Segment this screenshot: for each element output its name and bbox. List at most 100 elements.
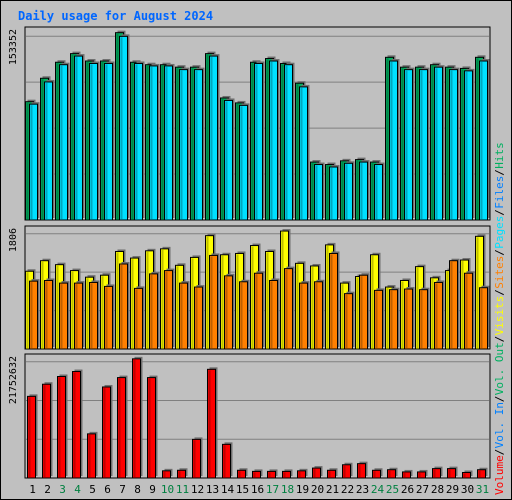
day-19-bars — [295, 261, 310, 350]
day-27-bars — [417, 469, 428, 479]
bar-shade — [28, 397, 31, 477]
bar-shade — [375, 291, 378, 348]
bar-volume-day-5 — [87, 431, 98, 479]
bar-sites-day-26 — [404, 287, 415, 350]
bar-shade — [150, 274, 153, 348]
bar-face — [254, 62, 263, 221]
bar-shade — [285, 269, 288, 348]
panels: 153352 1806 21752632 — [8, 26, 491, 479]
bar-shade — [330, 168, 333, 219]
bar-sites-day-22 — [344, 291, 355, 350]
bar-face — [119, 35, 128, 221]
bar-shade — [210, 256, 213, 348]
bar-face — [269, 279, 278, 350]
x-tick-label-day-20: 20 — [311, 483, 324, 496]
bar-shade — [296, 264, 299, 348]
bar-shade — [313, 469, 316, 477]
bar-shade — [450, 70, 453, 219]
bar-shade — [176, 266, 179, 348]
x-tick-label-day-19: 19 — [296, 483, 309, 496]
bar-volume-day-11 — [177, 468, 188, 479]
day-11-bars — [177, 468, 188, 479]
bar-shade — [116, 33, 119, 219]
bar-volume-day-19 — [297, 468, 308, 479]
bar-sites-day-4 — [74, 281, 85, 350]
bar-shade — [225, 101, 228, 219]
bar-shade — [41, 79, 44, 219]
bar-shade — [240, 106, 243, 219]
bar-shade — [375, 165, 378, 219]
bar-shade — [178, 471, 181, 477]
bar-shade — [326, 165, 329, 219]
day-16-bars — [252, 469, 263, 479]
x-tick-label-day-5: 5 — [89, 483, 96, 496]
bar-shade — [251, 63, 254, 219]
bar-sites-day-12 — [194, 285, 205, 350]
bar-shade — [386, 58, 389, 219]
bar-sites-day-28 — [434, 280, 445, 350]
bar-face — [342, 464, 351, 479]
bar-shade — [41, 261, 44, 348]
legend-item-sites: Sites — [493, 256, 506, 289]
bar-shade — [26, 102, 29, 219]
bar-volume-day-22 — [342, 462, 353, 479]
bar-pages-day-8 — [134, 61, 145, 221]
bar-volume-day-1 — [27, 394, 38, 479]
x-tick-label-day-8: 8 — [134, 483, 141, 496]
day-14-bars — [220, 95, 235, 221]
day-18-bars — [280, 229, 295, 350]
bar-face — [404, 69, 413, 221]
bar-shade — [403, 472, 406, 477]
day-29-bars — [445, 258, 460, 350]
bar-shade — [281, 64, 284, 219]
bar-pages-day-30 — [464, 68, 475, 221]
bar-sites-day-14 — [224, 273, 235, 350]
bar-volume-day-7 — [117, 375, 128, 479]
y-axis-max-label: 153352 — [8, 29, 19, 65]
day-25-bars — [385, 55, 400, 221]
bar-pages-day-22 — [344, 161, 355, 221]
x-tick-label-day-12: 12 — [191, 483, 204, 496]
day-22-bars — [340, 281, 355, 350]
day-14-bars — [222, 442, 233, 479]
day-11-bars — [175, 263, 190, 350]
bar-shade — [386, 288, 389, 348]
day-28-bars — [430, 62, 445, 221]
bar-shade — [270, 62, 273, 219]
bar-face — [344, 293, 353, 350]
day-10-bars — [160, 62, 175, 221]
day-7-bars — [117, 375, 128, 479]
day-23-bars — [355, 157, 370, 221]
x-tick-label-day-29: 29 — [446, 483, 459, 496]
bar-shade — [300, 87, 303, 219]
bar-sites-day-31 — [479, 285, 490, 350]
x-tick-label-day-22: 22 — [341, 483, 354, 496]
bar-shade — [240, 282, 243, 348]
legend-hits: Pages/Files/Hits — [493, 142, 506, 249]
x-tick-label-day-17: 17 — [266, 483, 279, 496]
bar-face — [417, 471, 426, 479]
x-tick-label-day-4: 4 — [74, 483, 81, 496]
bar-face — [149, 273, 158, 350]
bar-face — [44, 279, 53, 350]
legend-separator: / — [493, 169, 506, 176]
bar-shade — [420, 290, 423, 348]
bar-volume-day-25 — [387, 467, 398, 479]
bar-face — [314, 164, 323, 221]
x-tick-label-day-27: 27 — [416, 483, 429, 496]
bar-shade — [431, 278, 434, 348]
bar-shade — [315, 165, 318, 219]
bar-shade — [296, 84, 299, 220]
bar-shade — [266, 59, 269, 220]
bar-shade — [135, 289, 138, 348]
bar-face — [74, 282, 83, 350]
legend-item-visits: Visits — [493, 296, 506, 336]
bar-shade — [71, 54, 74, 220]
bar-face — [359, 274, 368, 350]
day-8-bars — [130, 256, 145, 350]
bar-face — [269, 60, 278, 221]
bar-shade — [161, 65, 164, 220]
day-29-bars — [445, 65, 460, 221]
bar-shade — [120, 265, 123, 348]
bar-shade — [195, 288, 198, 348]
